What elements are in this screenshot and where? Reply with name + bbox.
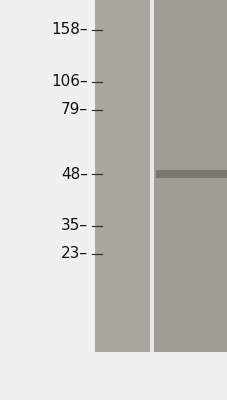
Text: 35–: 35– [61, 218, 88, 234]
Bar [95, 0, 149, 352]
Text: 48–: 48– [61, 166, 88, 182]
Text: 106–: 106– [51, 74, 88, 90]
Bar [153, 0, 227, 352]
Text: 79–: 79– [61, 102, 88, 118]
Bar [155, 170, 227, 178]
Text: 23–: 23– [61, 246, 88, 262]
Bar [149, 0, 153, 352]
Text: 158–: 158– [52, 22, 88, 38]
